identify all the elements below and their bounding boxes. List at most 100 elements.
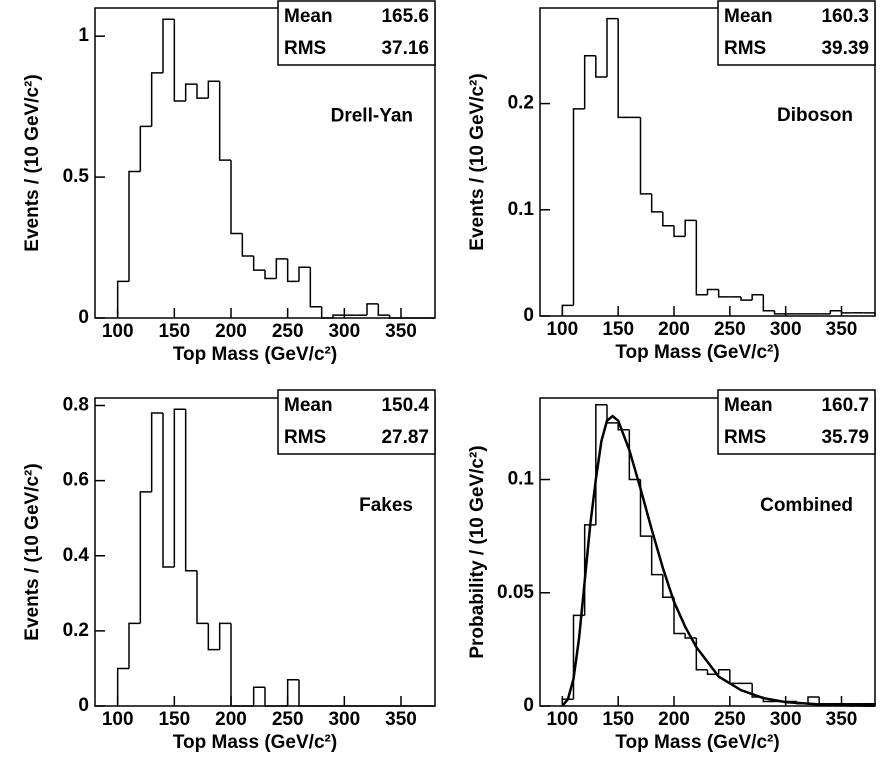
histogram-bin	[673, 225, 686, 238]
plot-frame	[539, 7, 876, 317]
y-tick-label: 0.1	[508, 199, 535, 220]
x-tick-label: 200	[658, 319, 690, 340]
x-axis-label: Top Mass (GeV/c²)	[615, 732, 779, 753]
histogram-bin	[706, 288, 719, 295]
histogram-bin	[252, 256, 265, 271]
stats-value: 37.16	[381, 38, 429, 59]
histogram-bin	[116, 280, 129, 318]
y-tick-label: 0.2	[508, 93, 534, 114]
stats-value: 160.3	[821, 6, 869, 27]
histogram-bin	[150, 72, 163, 127]
y-axis-label: Events / (10 GeV/c²)	[22, 463, 43, 640]
stats-box	[277, 0, 436, 66]
x-axis-label: Top Mass (GeV/c²)	[173, 344, 337, 365]
x-tick-label: 250	[714, 709, 746, 730]
annotation: Fakes	[359, 495, 413, 516]
y-tick-label: 0	[78, 695, 89, 716]
x-tick-label: 300	[770, 709, 802, 730]
histogram-bin	[218, 622, 231, 650]
fit-curve	[561, 414, 876, 708]
stats-value: 39.39	[821, 38, 869, 59]
x-tick-label: 350	[385, 709, 417, 730]
histogram-bin	[320, 306, 333, 319]
histogram-bin	[706, 669, 719, 676]
histogram-bin	[128, 622, 141, 669]
histogram-bin	[298, 679, 311, 707]
x-tick-label: 250	[272, 709, 304, 730]
histogram-bin	[650, 536, 663, 576]
stats-label: RMS	[284, 427, 326, 448]
histogram-bin	[673, 597, 686, 635]
histogram-bin	[377, 303, 390, 316]
y-tick-label: 1	[78, 25, 89, 46]
x-tick-label: 350	[385, 321, 417, 342]
histogram-bin	[230, 160, 243, 235]
histogram-bin	[196, 84, 209, 99]
histogram-bin	[252, 686, 265, 706]
stats-label: Mean	[284, 6, 333, 27]
histogram-bin	[617, 18, 630, 119]
y-tick-label: 0.8	[63, 395, 89, 416]
histogram-bin	[572, 108, 585, 306]
histogram-bin	[617, 422, 630, 431]
histogram-bin	[762, 294, 775, 312]
stats-label: RMS	[284, 38, 326, 59]
histogram-bin	[128, 170, 141, 282]
histogram-bin	[196, 570, 209, 625]
stats-box	[717, 0, 876, 66]
stats-value: 150.4	[381, 395, 429, 416]
histogram-bin	[332, 314, 345, 318]
y-tick-label: 0	[523, 305, 534, 326]
x-tick-label: 100	[102, 709, 134, 730]
annotation: Combined	[760, 495, 853, 516]
stats-label: RMS	[724, 427, 766, 448]
plot-frame	[94, 7, 436, 319]
y-tick-label: 0	[78, 307, 89, 328]
x-tick-label: 200	[215, 709, 247, 730]
histogram-bin	[773, 310, 786, 315]
stats-box	[277, 389, 436, 455]
histogram-bin	[829, 309, 842, 314]
y-tick-label: 0.6	[63, 470, 89, 491]
histogram-bin	[139, 491, 152, 624]
stats-value: 27.87	[381, 427, 429, 448]
x-tick-label: 200	[215, 321, 247, 342]
stats-label: Mean	[724, 395, 773, 416]
histogram-bin	[695, 220, 708, 296]
x-axis-label: Top Mass (GeV/c²)	[173, 732, 337, 753]
x-tick-label: 300	[328, 321, 360, 342]
histogram-bin	[740, 296, 753, 301]
histogram-bin	[264, 270, 277, 280]
stats-label: Mean	[724, 6, 773, 27]
stats-label: Mean	[284, 395, 333, 416]
histogram-bin	[595, 55, 607, 78]
x-tick-label: 200	[658, 709, 690, 730]
x-tick-label: 300	[770, 319, 802, 340]
annotation: Diboson	[777, 105, 853, 126]
histogram-bin	[184, 83, 197, 101]
histogram-bin	[606, 17, 619, 78]
histogram-bin	[264, 687, 277, 707]
histogram-bin	[230, 623, 243, 707]
histogram-bin	[662, 211, 674, 227]
y-tick-label: 0.2	[63, 620, 89, 641]
plot-frame	[539, 397, 876, 707]
y-tick-label: 0.5	[63, 166, 90, 187]
histogram-bin	[173, 19, 186, 102]
x-tick-label: 350	[826, 709, 858, 730]
x-tick-label: 150	[158, 321, 190, 342]
stats-value: 165.6	[381, 6, 429, 27]
stats-box	[717, 389, 876, 455]
histogram-bin	[388, 315, 401, 319]
histogram-bin	[286, 258, 299, 283]
y-axis-label: Probability / (10 GeV/c²)	[467, 445, 488, 658]
histogram-bin	[863, 312, 876, 316]
histogram-bin	[561, 304, 574, 316]
x-tick-label: 350	[826, 319, 858, 340]
histogram-bin	[818, 696, 831, 705]
x-tick-label: 300	[328, 709, 360, 730]
histogram-bin	[207, 623, 220, 651]
histogram-bin	[150, 412, 163, 492]
histogram-bin	[840, 310, 853, 314]
histogram-bin	[218, 81, 231, 161]
